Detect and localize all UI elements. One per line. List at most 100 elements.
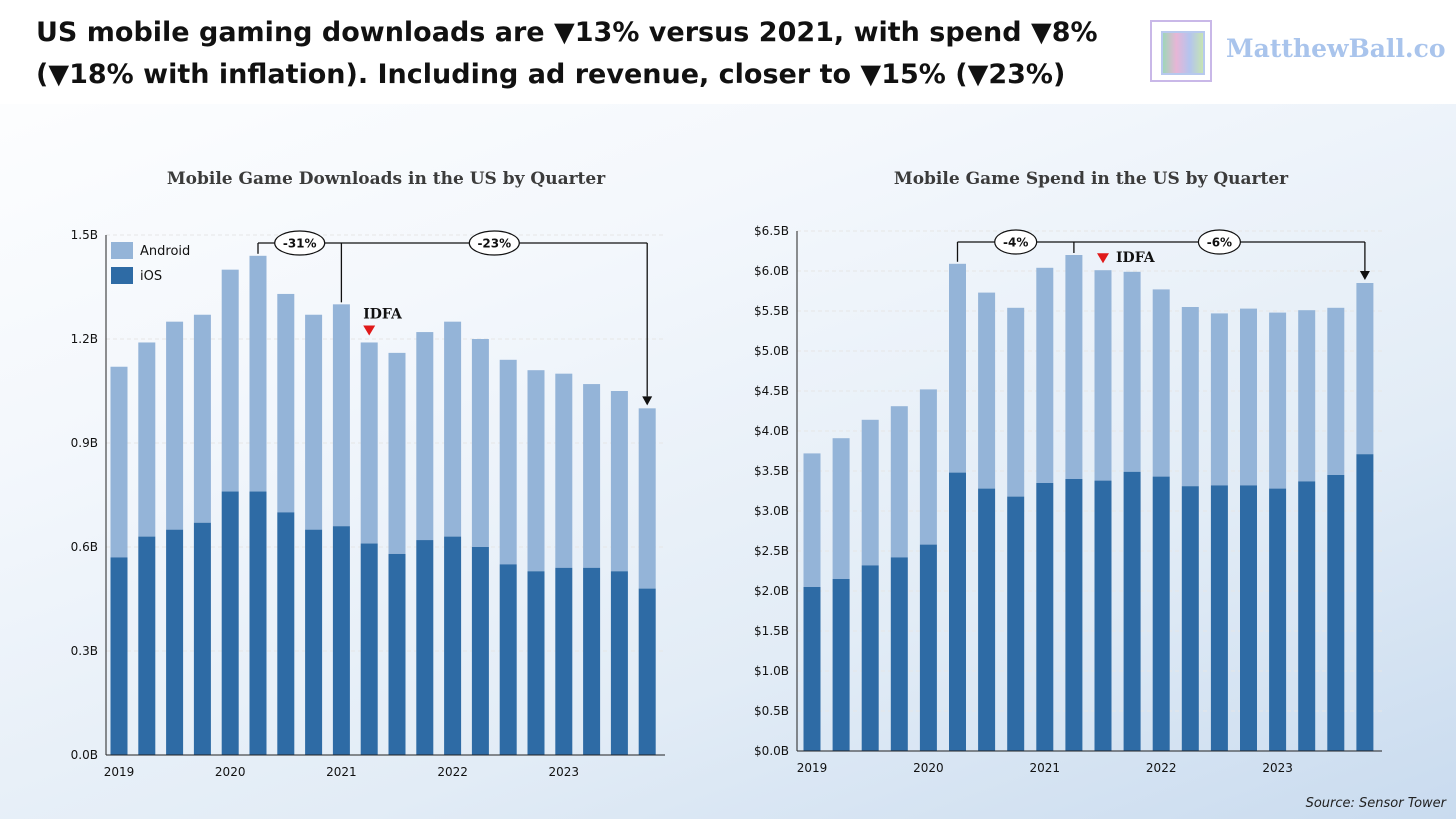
y-tick-label: $0.5B: [754, 704, 789, 718]
bar-android: [1210, 313, 1228, 486]
bar-android: [332, 304, 350, 527]
bar-android: [1065, 255, 1083, 479]
x-tick-label: 2022: [1146, 761, 1177, 775]
y-tick-label: 1.5B: [71, 228, 98, 242]
bar-ios: [1298, 481, 1316, 751]
bar-android: [583, 384, 601, 568]
idfa-marker-icon: [363, 325, 376, 336]
bar-ios: [471, 547, 489, 755]
change-callout-oval: [994, 229, 1038, 255]
bar-ios: [444, 536, 462, 755]
bracket-arrowhead: [642, 396, 653, 406]
change-callout-label: -31%: [283, 237, 317, 251]
y-tick-label: 0.6B: [71, 540, 98, 554]
change-callout-label: -4%: [1003, 236, 1028, 250]
y-tick-label: $5.5B: [754, 304, 789, 318]
y-tick-label: $3.5B: [754, 464, 789, 478]
x-tick-label: 2019: [797, 761, 828, 775]
headline: US mobile gaming downloads are ▼13% vers…: [36, 17, 1098, 90]
header-band: [0, 0, 1456, 104]
bar-ios: [360, 543, 378, 755]
bar-ios: [1269, 488, 1287, 751]
bar-android: [1094, 270, 1112, 481]
bar-android: [1036, 267, 1054, 483]
bar-ios: [138, 536, 156, 755]
bar-android: [1269, 312, 1287, 489]
bar-android: [919, 389, 937, 545]
change-callout-oval: [274, 230, 326, 256]
legend-label: iOS: [140, 269, 162, 284]
bar-android: [305, 314, 323, 530]
y-tick-label: $2.5B: [754, 544, 789, 558]
bar-ios: [949, 472, 966, 751]
bar-ios: [166, 529, 184, 755]
bar-ios: [277, 512, 295, 755]
bar-android: [416, 332, 434, 541]
x-tick-label: 2020: [913, 761, 944, 775]
bar-android: [249, 255, 267, 492]
bar-ios: [919, 544, 937, 751]
bar-ios: [890, 557, 908, 751]
y-tick-label: $1.5B: [754, 624, 789, 638]
bar-ios: [1007, 496, 1025, 751]
bar-ios: [110, 557, 128, 755]
logo-text: MatthewBall.co: [1226, 34, 1446, 63]
bar-android: [1356, 283, 1374, 455]
bar-ios: [1327, 475, 1345, 751]
bar-android: [221, 269, 239, 492]
bar-android: [1152, 289, 1170, 477]
change-callout-oval: [468, 230, 520, 256]
y-tick-label: $0.0B: [754, 744, 789, 758]
bracket-arrowhead: [1359, 271, 1370, 280]
bar-android: [803, 453, 821, 587]
bar-android: [638, 408, 656, 589]
change-callout-label: -6%: [1207, 236, 1232, 250]
legend-label: Android: [140, 244, 190, 259]
bar-android: [193, 314, 211, 523]
bar-android: [499, 359, 517, 565]
bar-ios: [1036, 483, 1054, 751]
bar-android: [1298, 310, 1316, 482]
bar-ios: [193, 522, 211, 755]
bar-ios: [583, 567, 601, 755]
legend-swatch: [111, 267, 133, 284]
bar-ios: [1152, 476, 1170, 751]
y-tick-label: $6.5B: [754, 224, 789, 238]
bar-ios: [1065, 479, 1083, 751]
logo: MatthewBall.co: [1150, 20, 1450, 90]
bar-ios: [416, 540, 434, 755]
bar-ios: [388, 553, 406, 755]
y-tick-label: $1.0B: [754, 664, 789, 678]
y-tick-label: 0.3B: [71, 644, 98, 658]
bar-ios: [803, 587, 821, 751]
y-tick-label: 0.9B: [71, 436, 98, 450]
bar-ios: [1240, 485, 1257, 751]
bar-android: [1240, 308, 1257, 486]
bar-android: [978, 292, 996, 489]
source-note: Source: Sensor Tower: [1305, 796, 1446, 811]
x-tick-label: 2022: [437, 765, 468, 779]
bar-android: [138, 342, 156, 537]
bar-ios: [1123, 471, 1141, 751]
y-tick-label: 1.2B: [71, 332, 98, 346]
bar-android: [444, 321, 462, 537]
bar-android: [1327, 307, 1345, 475]
x-tick-label: 2023: [1262, 761, 1293, 775]
bar-android: [610, 391, 628, 572]
idfa-marker-icon: [1097, 253, 1109, 264]
y-tick-label: $4.0B: [754, 424, 789, 438]
bar-android: [166, 321, 184, 530]
x-tick-label: 2019: [104, 765, 135, 779]
bar-android: [277, 293, 295, 513]
y-tick-label: $3.0B: [754, 504, 789, 518]
x-tick-label: 2020: [215, 765, 246, 779]
bar-ios: [1181, 486, 1199, 751]
bar-ios: [305, 529, 323, 755]
change-callout-oval: [1197, 229, 1242, 255]
bar-ios: [861, 565, 879, 751]
bar-android: [360, 342, 378, 544]
bar-android: [471, 339, 489, 547]
x-tick-label: 2023: [549, 765, 580, 779]
idfa-label: IDFA: [1116, 250, 1156, 266]
